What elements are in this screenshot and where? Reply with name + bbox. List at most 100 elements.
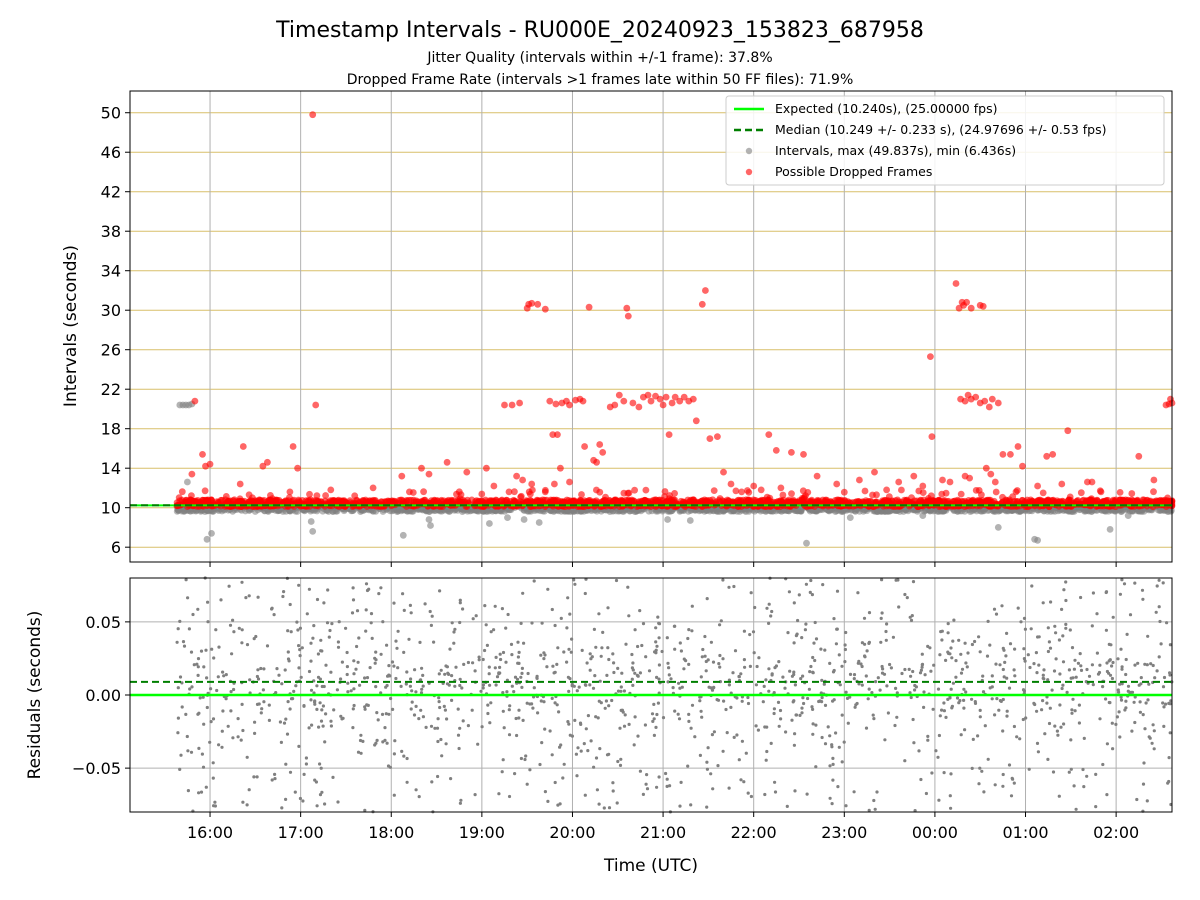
- residual-point: [185, 734, 189, 739]
- residual-point: [586, 749, 590, 753]
- dropped-frame-point: [1012, 488, 1020, 496]
- residual-point: [459, 798, 463, 802]
- residual-point: [777, 660, 781, 664]
- residual-point: [831, 778, 835, 782]
- residual-point: [690, 604, 694, 608]
- residual-point: [704, 659, 708, 664]
- dropped-frame-point: [859, 498, 866, 506]
- dropped-frame-point: [578, 491, 585, 498]
- residual-point: [594, 715, 598, 719]
- dropped-frame-point: [815, 497, 823, 505]
- dropped-frame-point: [483, 464, 490, 472]
- residual-point: [487, 672, 491, 676]
- residual-point: [409, 707, 413, 711]
- residual-point: [176, 686, 180, 690]
- residual-point: [819, 647, 823, 651]
- residual-point: [405, 780, 409, 784]
- residual-point: [1001, 646, 1005, 651]
- residual-point: [300, 646, 304, 650]
- dropped-frame-point: [865, 498, 872, 505]
- residual-point: [820, 735, 824, 740]
- residual-point: [763, 792, 767, 797]
- residual-point: [1035, 741, 1040, 746]
- residual-point: [665, 777, 669, 781]
- residual-point: [705, 805, 709, 809]
- residual-point: [844, 690, 848, 694]
- dropped-frame-point: [596, 441, 604, 448]
- residual-point: [616, 666, 620, 671]
- residual-point: [588, 668, 592, 672]
- residual-point: [507, 708, 511, 712]
- residual-point: [324, 663, 328, 667]
- residual-point: [814, 637, 819, 641]
- residual-point: [204, 785, 208, 789]
- residual-point: [788, 669, 792, 673]
- residual-point: [1046, 649, 1050, 654]
- residual-point: [778, 708, 783, 713]
- residual-point: [205, 705, 209, 710]
- residual-point: [938, 714, 942, 718]
- residual-point: [297, 744, 301, 749]
- residual-point: [199, 649, 204, 653]
- dropped-frame-point: [919, 482, 927, 490]
- residual-point: [520, 685, 524, 690]
- residual-point: [665, 636, 669, 640]
- residual-point: [514, 716, 518, 721]
- residual-point: [598, 747, 602, 751]
- residual-point: [950, 656, 954, 660]
- residual-point: [590, 655, 594, 659]
- residual-point: [700, 715, 704, 719]
- residual-point: [513, 772, 517, 776]
- intervals-y-tick-label: 18: [101, 420, 121, 439]
- residual-point: [1128, 613, 1133, 617]
- residual-point: [414, 690, 418, 694]
- residual-point: [559, 616, 563, 621]
- residual-point: [1041, 601, 1045, 605]
- residual-point: [1037, 663, 1041, 667]
- residual-point: [253, 720, 257, 724]
- residual-point: [647, 669, 652, 673]
- residual-point: [245, 643, 250, 647]
- residual-point: [462, 662, 466, 667]
- residual-point: [437, 696, 441, 700]
- residual-point: [880, 671, 885, 675]
- residual-point: [199, 790, 204, 794]
- residual-point: [339, 677, 343, 681]
- residual-point: [1035, 671, 1039, 675]
- residual-point: [1085, 774, 1089, 778]
- residual-point: [1094, 805, 1098, 809]
- residual-point: [755, 664, 759, 669]
- residual-point: [1061, 683, 1065, 687]
- interval-point: [309, 528, 317, 535]
- dropped-frame-point: [777, 484, 785, 492]
- residual-point: [523, 757, 527, 762]
- dropped-frame-point: [994, 399, 1002, 407]
- residual-point: [810, 705, 814, 709]
- residual-point: [1073, 658, 1077, 662]
- residual-point: [517, 716, 521, 720]
- dropped-frame-point: [978, 491, 985, 499]
- residual-point: [494, 683, 498, 687]
- residual-point: [917, 749, 921, 753]
- residual-point: [1061, 660, 1066, 664]
- residual-point: [794, 713, 799, 717]
- dropped-frame-point: [788, 490, 795, 497]
- dropped-frame-point: [992, 488, 1000, 496]
- dropped-frame-point: [1049, 451, 1057, 458]
- residual-point: [671, 686, 675, 690]
- residual-point: [369, 621, 373, 625]
- residual-point: [679, 649, 684, 653]
- residual-point: [284, 762, 288, 766]
- residual-point: [863, 642, 867, 646]
- dropped-frame-point: [624, 312, 632, 320]
- residual-point: [992, 607, 997, 611]
- residual-point: [757, 656, 761, 660]
- residual-point: [981, 674, 985, 678]
- residual-point: [439, 737, 443, 742]
- dropped-frame-point: [566, 401, 573, 409]
- residual-point: [606, 646, 610, 650]
- residual-point: [400, 749, 404, 754]
- residual-point: [970, 697, 974, 701]
- residual-point: [301, 799, 305, 803]
- dropped-frame-point: [701, 497, 709, 505]
